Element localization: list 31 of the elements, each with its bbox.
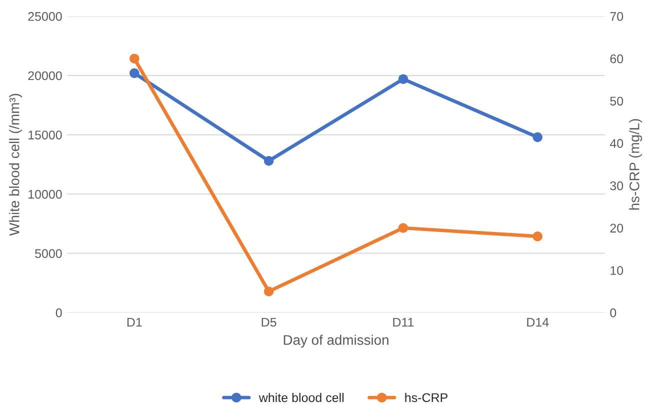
x-tick-label: D14 — [527, 318, 549, 327]
point — [398, 223, 408, 233]
y2-tick-label: 30 — [610, 181, 624, 190]
x-tick-label: D1 — [127, 318, 142, 327]
legend-label: hs-CRP — [405, 392, 448, 402]
y-tick-label: 20000 — [28, 71, 62, 80]
legend-label: white blood cell — [258, 392, 344, 402]
y2-tick-label: 20 — [610, 224, 624, 233]
y-tick-label: 10000 — [28, 190, 62, 199]
x-tick-label: D5 — [262, 318, 276, 327]
point — [130, 54, 140, 64]
x-tick-label: D11 — [393, 318, 414, 327]
y-tick-label: 0 — [56, 308, 62, 318]
y2-tick-label: 60 — [610, 54, 624, 64]
y2-tick-label: 70 — [610, 12, 624, 21]
point — [532, 132, 542, 142]
y2-axis-title: hs-CRP (mg/L) — [629, 119, 642, 210]
y2-tick-label: 0 — [610, 308, 616, 318]
y-axis-title: White blood cell (/mm³) — [9, 94, 22, 236]
point — [264, 156, 274, 166]
y2-tick-label: 10 — [610, 266, 624, 275]
y-tick-label: 5000 — [35, 249, 62, 258]
point — [398, 74, 408, 84]
x-axis-title: Day of admission — [284, 334, 388, 348]
point — [264, 286, 274, 296]
y2-tick-label: 40 — [610, 139, 624, 148]
y2-tick-label: 50 — [610, 96, 624, 106]
point — [532, 232, 542, 242]
y-tick-label: 25000 — [28, 12, 62, 21]
y-tick-label: 15000 — [28, 130, 62, 140]
point — [130, 68, 140, 78]
